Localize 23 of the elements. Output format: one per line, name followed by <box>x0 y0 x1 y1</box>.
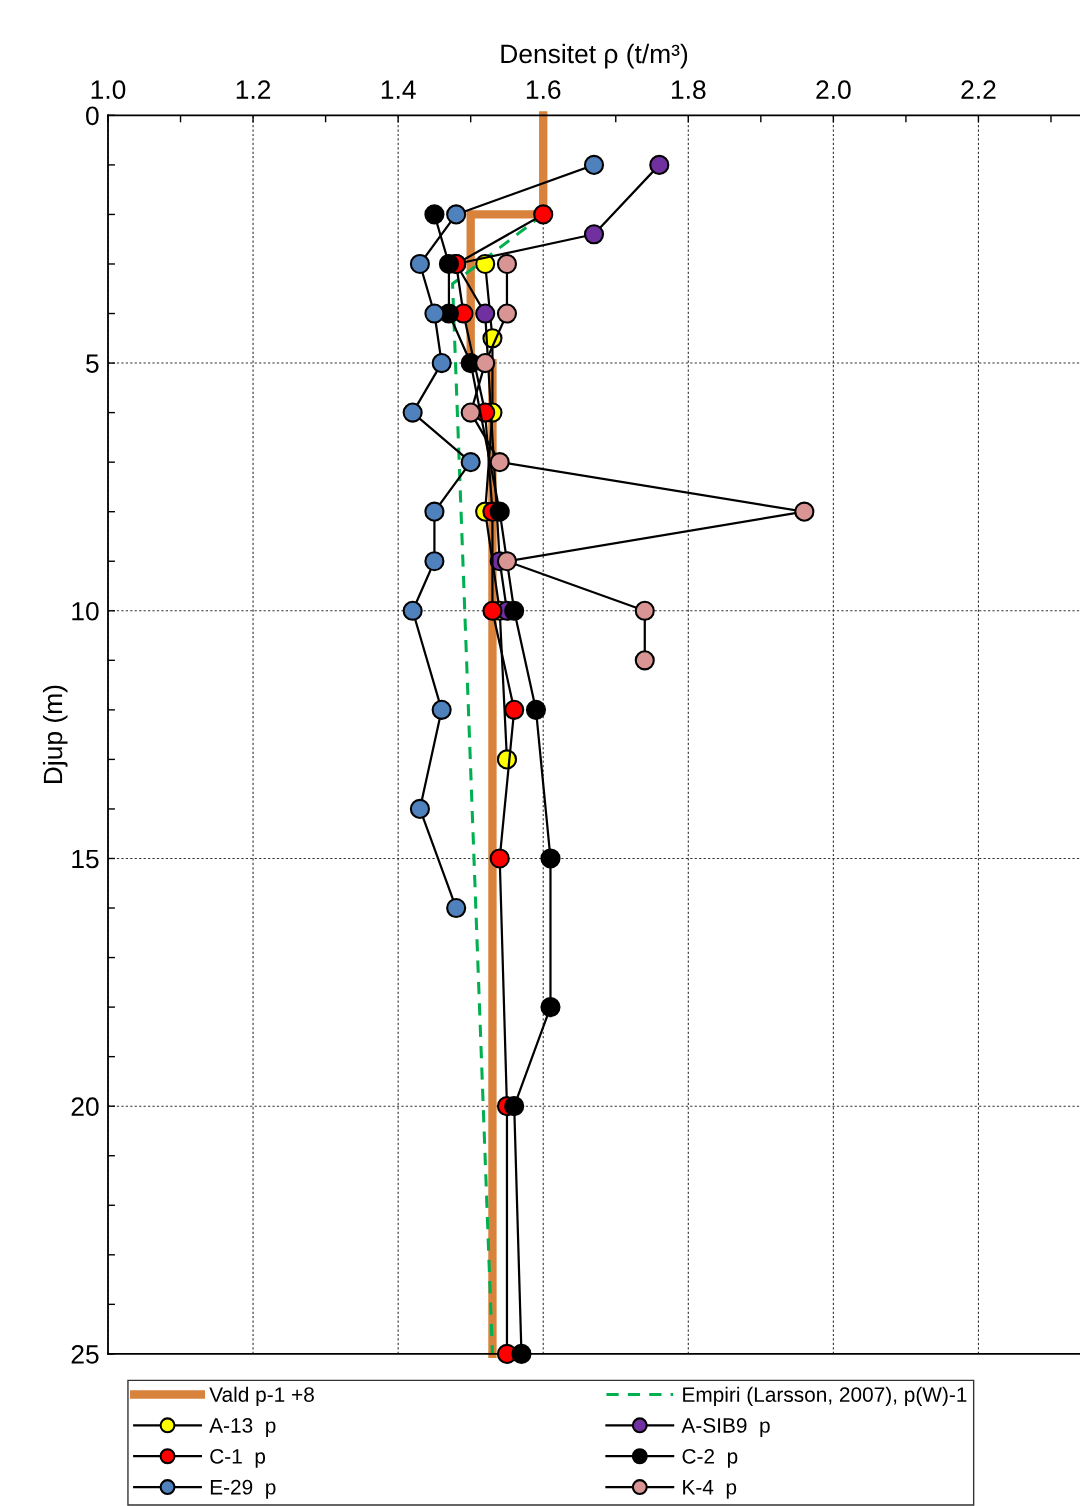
y-tick-label: 15 <box>72 849 99 869</box>
x-axis-title: Densitet ρ (t/m³) <box>501 43 688 69</box>
legend-label: Vald p-1 +8 <box>209 1386 314 1407</box>
y-tick-label: 0 <box>86 106 99 126</box>
y-tick-label: 10 <box>72 601 99 621</box>
legend-label: K-4 p <box>683 1480 737 1499</box>
legend-label: A-SIB9 p <box>681 1418 770 1437</box>
y-tick-label: 25 <box>71 1345 99 1364</box>
x-tick-label: 1.0 <box>91 80 126 100</box>
x-tick-label: 2.0 <box>816 80 851 100</box>
legend-label: C-1 p <box>210 1448 266 1468</box>
y-axis-title: Djup (m) <box>42 685 68 784</box>
legend-label: C-2 p <box>682 1448 738 1468</box>
y-tick-label: 5 <box>86 354 99 373</box>
y-tick-label: 20 <box>71 1097 99 1117</box>
x-tick-label: 1.6 <box>526 80 561 100</box>
legend-label: A-13 p <box>209 1418 276 1437</box>
x-tick-label: 1.2 <box>236 80 271 99</box>
legend-label: E-29 p <box>210 1479 276 1499</box>
legend-label: Empiri (Larsson, 2007), p(W)-1 <box>683 1386 967 1407</box>
x-tick-label: 1.8 <box>671 80 706 100</box>
x-tick-label: 1.4 <box>381 80 416 99</box>
x-tick-label: 2.2 <box>961 80 996 99</box>
